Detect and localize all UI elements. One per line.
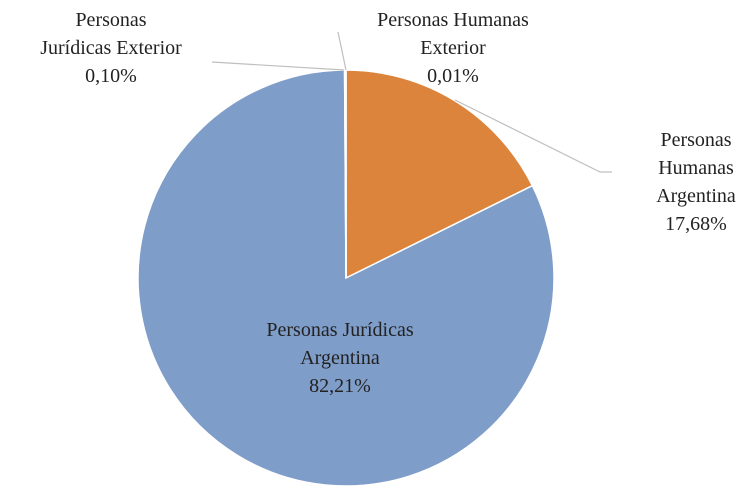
pie-slice bbox=[137, 69, 555, 486]
category-label: Personas Jurídicas Exterior bbox=[40, 9, 182, 59]
value-label: 0,01% bbox=[427, 65, 479, 87]
slice-label: Personas Humanas Argentina 17,68% bbox=[656, 126, 736, 238]
slice-label: Personas Jurídicas Argentina 82,21% bbox=[266, 316, 413, 400]
leader-line bbox=[454, 99, 612, 173]
leader-line bbox=[337, 31, 347, 71]
leader-line bbox=[211, 61, 345, 71]
slice-label: Personas Jurídicas Exterior 0,10% bbox=[40, 6, 182, 90]
value-label: 0,10% bbox=[85, 65, 137, 87]
pie-slice bbox=[345, 69, 534, 280]
category-label: Personas Humanas Exterior bbox=[377, 9, 529, 59]
slice-label: Personas Humanas Exterior 0,01% bbox=[377, 6, 529, 90]
value-label: 17,68% bbox=[665, 213, 727, 235]
leader-lines bbox=[211, 31, 612, 173]
category-label: Personas Jurídicas Argentina bbox=[266, 319, 414, 369]
category-label: Personas Humanas Argentina bbox=[656, 129, 736, 207]
value-label: 82,21% bbox=[309, 375, 371, 397]
